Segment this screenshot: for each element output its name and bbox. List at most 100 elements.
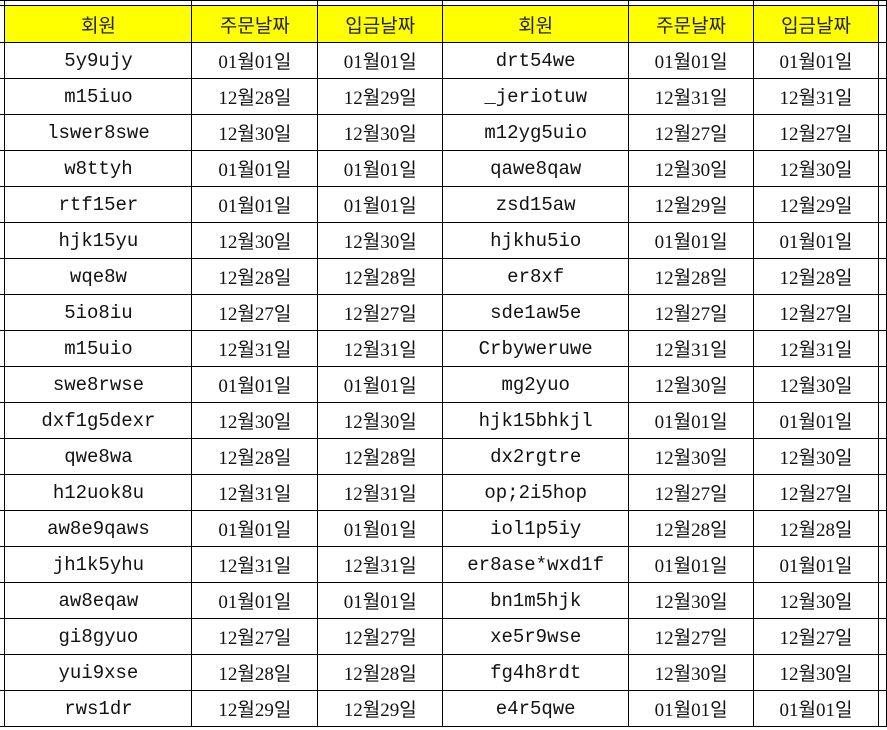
payment-date-cell[interactable]: 01월01일	[317, 582, 444, 619]
order-date-cell[interactable]: 12월28일	[191, 78, 319, 115]
order-date-cell[interactable]: 12월30일	[191, 222, 319, 259]
order-date-cell[interactable]: 12월29일	[628, 186, 755, 223]
cell[interactable]	[877, 222, 887, 259]
header-payment-date[interactable]: 입금날짜	[317, 5, 444, 43]
member-cell[interactable]: dxf1g5dexr	[4, 402, 193, 439]
cell[interactable]	[877, 294, 887, 331]
order-date-cell[interactable]: 12월27일	[628, 474, 755, 511]
payment-date-cell[interactable]: 01월01일	[753, 546, 879, 583]
payment-date-cell[interactable]: 01월01일	[753, 42, 879, 79]
member-cell[interactable]: fg4h8rdt	[442, 654, 630, 691]
member-cell[interactable]: 5y9ujy	[4, 42, 193, 79]
payment-date-cell[interactable]: 12월29일	[753, 186, 879, 223]
member-cell[interactable]: rws1dr	[4, 690, 193, 727]
payment-date-cell[interactable]: 12월30일	[753, 654, 879, 691]
member-cell[interactable]: _jeriotuw	[442, 78, 630, 115]
payment-date-cell[interactable]: 01월01일	[753, 402, 879, 439]
member-cell[interactable]: wqe8w	[4, 258, 193, 295]
payment-date-cell[interactable]: 12월31일	[753, 78, 879, 115]
order-date-cell[interactable]: 01월01일	[191, 42, 319, 79]
cell[interactable]	[877, 114, 887, 151]
member-cell[interactable]: xe5r9wse	[442, 618, 630, 655]
order-date-cell[interactable]: 12월28일	[628, 258, 755, 295]
cell[interactable]	[877, 618, 887, 655]
member-cell[interactable]: er8xf	[442, 258, 630, 295]
order-date-cell[interactable]: 01월01일	[191, 510, 319, 547]
cell[interactable]	[877, 366, 887, 403]
payment-date-cell[interactable]: 01월01일	[753, 222, 879, 259]
header-member[interactable]: 회원	[442, 5, 630, 43]
cell[interactable]	[877, 5, 887, 43]
member-cell[interactable]: swe8rwse	[4, 366, 193, 403]
header-payment-date[interactable]: 입금날짜	[753, 5, 879, 43]
order-date-cell[interactable]: 12월30일	[628, 438, 755, 475]
payment-date-cell[interactable]: 12월30일	[753, 150, 879, 187]
payment-date-cell[interactable]: 12월30일	[317, 222, 444, 259]
payment-date-cell[interactable]: 01월01일	[317, 150, 444, 187]
member-cell[interactable]: op;2i5hop	[442, 474, 630, 511]
payment-date-cell[interactable]: 12월31일	[317, 474, 444, 511]
cell[interactable]	[877, 402, 887, 439]
payment-date-cell[interactable]: 12월29일	[317, 78, 444, 115]
order-date-cell[interactable]: 12월30일	[191, 114, 319, 151]
member-cell[interactable]: er8ase*wxd1f	[442, 546, 630, 583]
payment-date-cell[interactable]: 01월01일	[317, 510, 444, 547]
cell[interactable]	[877, 474, 887, 511]
payment-date-cell[interactable]: 12월28일	[317, 438, 444, 475]
payment-date-cell[interactable]: 12월28일	[317, 654, 444, 691]
member-cell[interactable]: dx2rgtre	[442, 438, 630, 475]
header-order-date[interactable]: 주문날짜	[191, 5, 319, 43]
member-cell[interactable]: iol1p5iy	[442, 510, 630, 547]
order-date-cell[interactable]: 01월01일	[628, 402, 755, 439]
member-cell[interactable]: m15uio	[4, 330, 193, 367]
order-date-cell[interactable]: 12월30일	[628, 150, 755, 187]
member-cell[interactable]: aw8e9qaws	[4, 510, 193, 547]
member-cell[interactable]: yui9xse	[4, 654, 193, 691]
order-date-cell[interactable]: 01월01일	[628, 690, 755, 727]
member-cell[interactable]: lswer8swe	[4, 114, 193, 151]
order-date-cell[interactable]: 12월31일	[191, 474, 319, 511]
payment-date-cell[interactable]: 12월28일	[753, 258, 879, 295]
member-cell[interactable]: aw8eqaw	[4, 582, 193, 619]
member-cell[interactable]: e4r5qwe	[442, 690, 630, 727]
cell[interactable]	[877, 186, 887, 223]
order-date-cell[interactable]: 12월31일	[191, 546, 319, 583]
order-date-cell[interactable]: 12월27일	[628, 618, 755, 655]
cell[interactable]	[877, 258, 887, 295]
order-date-cell[interactable]: 01월01일	[191, 366, 319, 403]
cell[interactable]	[877, 78, 887, 115]
cell[interactable]	[877, 690, 887, 727]
payment-date-cell[interactable]: 12월27일	[753, 618, 879, 655]
payment-date-cell[interactable]: 12월27일	[753, 474, 879, 511]
order-date-cell[interactable]: 12월31일	[628, 78, 755, 115]
member-cell[interactable]: 5io8iu	[4, 294, 193, 331]
cell[interactable]	[877, 510, 887, 547]
payment-date-cell[interactable]: 12월31일	[317, 330, 444, 367]
payment-date-cell[interactable]: 01월01일	[317, 186, 444, 223]
payment-date-cell[interactable]: 01월01일	[753, 690, 879, 727]
member-cell[interactable]: m12yg5uio	[442, 114, 630, 151]
member-cell[interactable]: w8ttyh	[4, 150, 193, 187]
order-date-cell[interactable]: 12월30일	[628, 366, 755, 403]
order-date-cell[interactable]: 12월29일	[191, 690, 319, 727]
order-date-cell[interactable]: 01월01일	[628, 222, 755, 259]
cell[interactable]	[877, 654, 887, 691]
order-date-cell[interactable]: 12월27일	[628, 294, 755, 331]
order-date-cell[interactable]: 12월30일	[628, 654, 755, 691]
payment-date-cell[interactable]: 12월28일	[753, 510, 879, 547]
member-cell[interactable]: hjkhu5io	[442, 222, 630, 259]
member-cell[interactable]: bn1m5hjk	[442, 582, 630, 619]
payment-date-cell[interactable]: 12월31일	[753, 330, 879, 367]
payment-date-cell[interactable]: 01월01일	[317, 366, 444, 403]
order-date-cell[interactable]: 12월30일	[191, 402, 319, 439]
member-cell[interactable]: qwe8wa	[4, 438, 193, 475]
member-cell[interactable]: jh1k5yhu	[4, 546, 193, 583]
order-date-cell[interactable]: 12월31일	[191, 330, 319, 367]
payment-date-cell[interactable]: 12월27일	[753, 294, 879, 331]
member-cell[interactable]: Crbyweruwe	[442, 330, 630, 367]
cell[interactable]	[877, 150, 887, 187]
order-date-cell[interactable]: 12월28일	[628, 510, 755, 547]
order-date-cell[interactable]: 01월01일	[191, 582, 319, 619]
payment-date-cell[interactable]: 12월29일	[317, 690, 444, 727]
member-cell[interactable]: hjk15yu	[4, 222, 193, 259]
